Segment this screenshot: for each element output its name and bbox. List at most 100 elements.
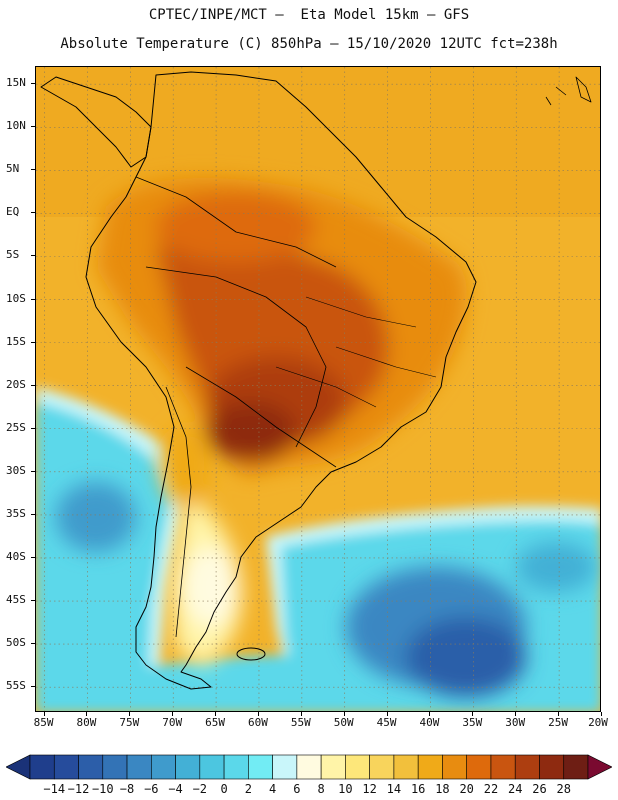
lat-tick-4 (31, 255, 35, 257)
temperature-map (36, 67, 600, 711)
lon-tick-10 (472, 712, 474, 716)
lon-label-9: 40W (419, 716, 440, 729)
lon-label-10: 35W (462, 716, 483, 729)
lon-label-8: 45W (376, 716, 397, 729)
falkland-islands-outline (236, 647, 266, 661)
colorbar-label-13: 12 (362, 782, 377, 796)
lon-tick-9 (429, 712, 431, 716)
lat-tick-8 (31, 427, 35, 429)
colorbar-label-2: −10 (91, 782, 114, 796)
lat-tick-13 (31, 643, 35, 645)
cold-cores (56, 482, 596, 697)
south-america-coastline (85, 71, 477, 690)
lat-label-12: 45S (6, 593, 26, 607)
colorbar-bin-6 (175, 754, 201, 780)
colorbar-bin-5 (151, 754, 176, 780)
colorbar-bin-12 (320, 754, 346, 780)
colorbar-label-8: 2 (244, 782, 252, 796)
warm-patch-north (156, 192, 316, 262)
lat-tick-6 (31, 341, 35, 343)
lon-tick-7 (343, 712, 345, 716)
border-brazil-states (275, 296, 437, 408)
colorbar-label-10: 6 (293, 782, 301, 796)
lat-tick-10 (31, 513, 35, 515)
colorbar-bin-16 (417, 754, 443, 780)
lon-tick-6 (300, 712, 302, 716)
cold-ocean-south (146, 655, 356, 711)
lat-tick-3 (31, 212, 35, 214)
lon-label-0: 85W (33, 716, 54, 729)
lat-tick-7 (31, 384, 35, 386)
lon-label-6: 55W (290, 716, 311, 729)
lon-label-1: 80W (76, 716, 97, 729)
lat-tick-9 (31, 470, 35, 472)
cold-core-east-2 (406, 617, 526, 697)
colorbar-label-21: 28 (556, 782, 571, 796)
colorbar-label-5: −4 (168, 782, 183, 796)
colorbar-bin-9 (248, 754, 273, 780)
coastlines (40, 71, 592, 690)
lat-tick-14 (31, 686, 35, 688)
lat-label-2: 5N (6, 162, 20, 176)
lon-tick-3 (172, 712, 174, 716)
lat-tick-11 (31, 556, 35, 558)
colorbar-bin-21 (539, 754, 565, 780)
colorbar-label-16: 18 (435, 782, 450, 796)
colorbar-label-20: 26 (532, 782, 547, 796)
lat-tick-12 (31, 600, 35, 602)
colorbar-label-17: 20 (459, 782, 474, 796)
colorbar-bin-15 (393, 754, 419, 780)
lat-tick-5 (31, 298, 35, 300)
colorbar-bin-1 (53, 754, 79, 780)
lon-tick-4 (215, 712, 217, 716)
colorbar-label-6: −2 (192, 782, 208, 796)
central-america-coastline (40, 76, 152, 168)
colorbar-label-14: 14 (386, 782, 402, 796)
lon-label-2: 75W (119, 716, 140, 729)
lon-label-4: 65W (205, 716, 226, 729)
colorbar-bin-14 (369, 754, 395, 780)
colorbar-under-triangle (6, 754, 31, 780)
land-temperature-field (96, 178, 467, 667)
lat-label-5: 10S (6, 291, 26, 305)
border-northwest (135, 176, 337, 268)
colorbar-label-15: 16 (410, 782, 426, 796)
lon-tick-12 (558, 712, 560, 716)
colorbar-label-11: 8 (317, 782, 325, 796)
lat-tick-0 (31, 83, 35, 85)
colorbar-bin-8 (223, 754, 249, 780)
lat-label-14: 55S (6, 679, 26, 693)
colorbar-label-0: −14 (43, 782, 66, 796)
lon-tick-8 (386, 712, 388, 716)
border-andes (165, 386, 192, 638)
lat-label-9: 30S (6, 463, 26, 477)
colorbar-bin-19 (490, 754, 516, 780)
map-frame (35, 66, 601, 712)
colorbar-label-19: 24 (507, 782, 523, 796)
colorbar-bin-10 (272, 754, 298, 780)
lat-label-1: 10N (6, 119, 26, 133)
colorbar-bin-20 (514, 754, 540, 780)
lat-label-13: 50S (6, 636, 26, 650)
lat-label-6: 15S (6, 334, 26, 348)
lat-label-8: 25S (6, 420, 26, 434)
colorbar-bin-4 (126, 754, 152, 780)
colorbar-label-4: −6 (144, 782, 159, 796)
lat-label-3: EQ (6, 205, 20, 219)
cold-ocean-west (36, 402, 171, 711)
colorbar-bin-11 (296, 754, 322, 780)
map-title-line2: Absolute Temperature (C) 850hPa – 15/10/… (60, 36, 558, 52)
lat-label-11: 40S (6, 549, 26, 563)
colorbar-label-7: 0 (220, 782, 228, 796)
colorbar-label-18: 22 (483, 782, 499, 796)
hot-core-2 (206, 402, 296, 462)
lat-label-0: 15N (6, 76, 26, 90)
lon-label-5: 60W (248, 716, 268, 729)
colorbar-label-3: −8 (119, 782, 135, 796)
lon-tick-2 (129, 712, 131, 716)
colorbar-bin-22 (563, 754, 589, 780)
colorbar-label-9: 4 (268, 782, 277, 796)
cold-core-se (516, 542, 596, 592)
lon-tick-0 (43, 712, 45, 716)
colorbar-over-triangle (587, 754, 612, 780)
